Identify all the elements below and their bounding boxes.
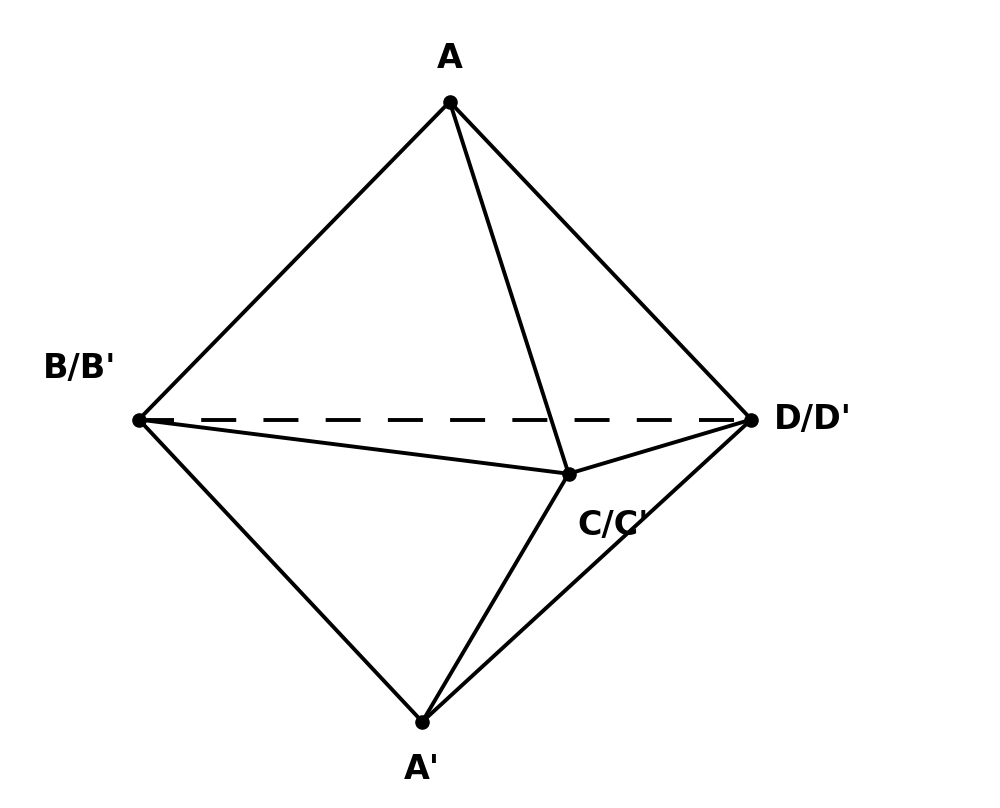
Text: A: A [437,42,463,74]
Text: B/B': B/B' [43,351,116,385]
Point [561,467,577,480]
Point [743,413,759,426]
Point [414,715,430,728]
Point [131,413,147,426]
Point [442,95,458,108]
Text: D/D': D/D' [774,403,852,436]
Text: C/C': C/C' [578,508,649,541]
Text: A': A' [404,753,440,785]
